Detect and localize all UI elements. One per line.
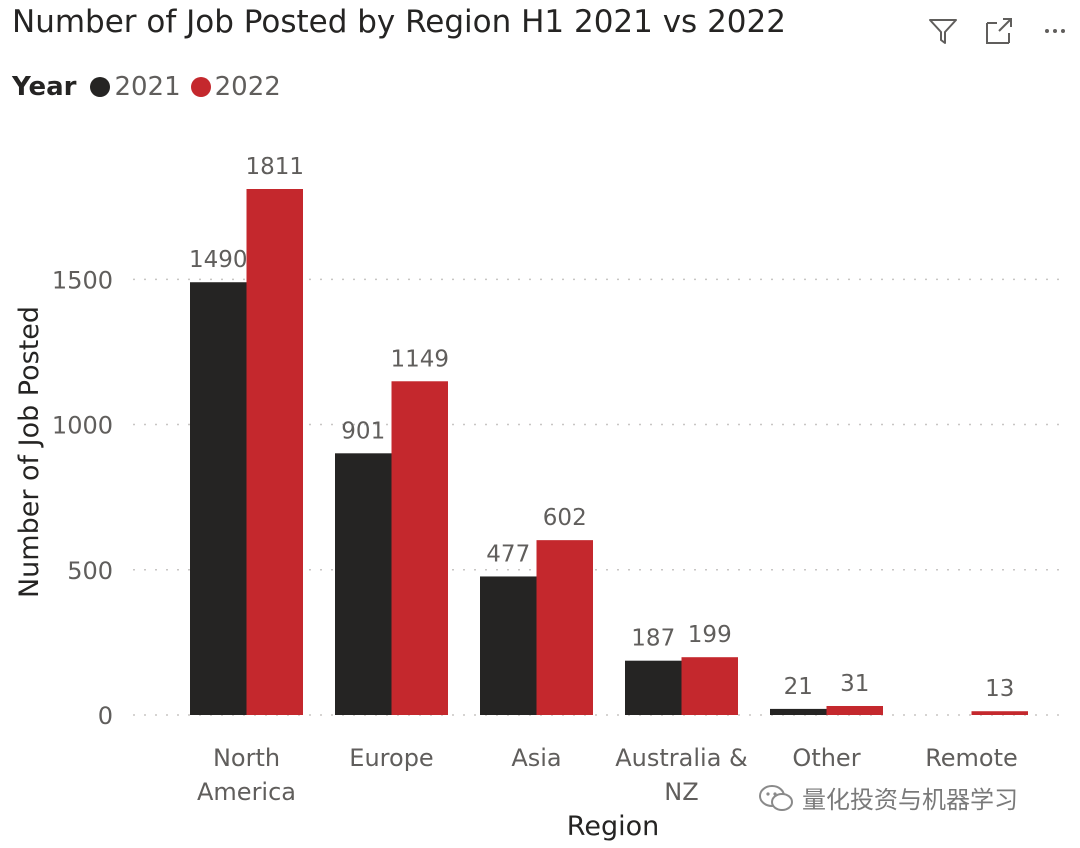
x-tick-label: Europe xyxy=(349,744,433,772)
watermark-text: 量化投资与机器学习 xyxy=(802,786,1018,814)
data-label: 187 xyxy=(631,626,675,652)
bar-2022-north-america xyxy=(246,189,303,715)
x-tick-label: Australia & xyxy=(615,744,748,772)
legend-dot-2021 xyxy=(90,77,111,97)
data-label: 1811 xyxy=(245,154,304,180)
legend-label-2022: 2022 xyxy=(214,72,281,102)
chart-title: Number of Job Posted by Region H1 2021 v… xyxy=(12,4,786,40)
x-tick-label: Other xyxy=(792,744,860,772)
x-tick-label: America xyxy=(197,778,296,806)
bar-2022-other xyxy=(826,705,883,715)
visual-header-toolbar xyxy=(926,14,1072,48)
data-label: 31 xyxy=(840,671,869,697)
y-tick-label: 1000 xyxy=(52,412,113,440)
data-label: 21 xyxy=(784,674,813,700)
legend-dot-2022 xyxy=(190,77,211,97)
more-options-icon[interactable] xyxy=(1038,14,1072,48)
data-label: 901 xyxy=(341,418,385,444)
x-axis-title: Region xyxy=(567,811,659,842)
y-tick-label: 0 xyxy=(98,702,113,730)
bar-2022-remote xyxy=(971,711,1028,715)
data-label: 13 xyxy=(985,676,1014,702)
bar-2021-north-america xyxy=(190,282,247,715)
legend-item-2022[interactable]: 2022 xyxy=(190,72,281,102)
bar-2022-asia xyxy=(536,540,593,715)
data-label: 1149 xyxy=(390,346,449,372)
x-tick-label: North xyxy=(213,744,280,772)
x-tick-label: NZ xyxy=(664,778,698,806)
bar-2021-other xyxy=(770,708,827,715)
legend-label-2021: 2021 xyxy=(114,72,181,102)
y-axis-title: Number of Job Posted xyxy=(14,306,45,598)
legend-item-2021[interactable]: 2021 xyxy=(90,72,181,102)
x-tick-label: Asia xyxy=(511,744,561,772)
watermark: 量化投资与机器学习 xyxy=(758,780,1018,815)
bar-2022-europe xyxy=(391,381,448,715)
y-tick-label: 500 xyxy=(67,557,113,585)
focus-mode-icon[interactable] xyxy=(982,14,1016,48)
wechat-icon xyxy=(759,784,793,811)
y-tick-label: 1500 xyxy=(52,266,113,294)
x-tick-label: Remote xyxy=(925,744,1018,772)
legend-title: Year xyxy=(12,72,77,102)
bar-2021-asia xyxy=(480,576,537,715)
bar-2022-australia-nz xyxy=(681,657,738,715)
bar-2021-australia-nz xyxy=(625,660,682,715)
chart-legend: Year 2021 2022 xyxy=(12,72,291,102)
data-label: 477 xyxy=(486,541,530,567)
data-label: 1490 xyxy=(189,247,248,273)
data-label: 199 xyxy=(688,622,732,648)
bar-2021-europe xyxy=(335,453,392,715)
filter-icon[interactable] xyxy=(926,14,960,48)
data-label: 602 xyxy=(543,505,587,531)
